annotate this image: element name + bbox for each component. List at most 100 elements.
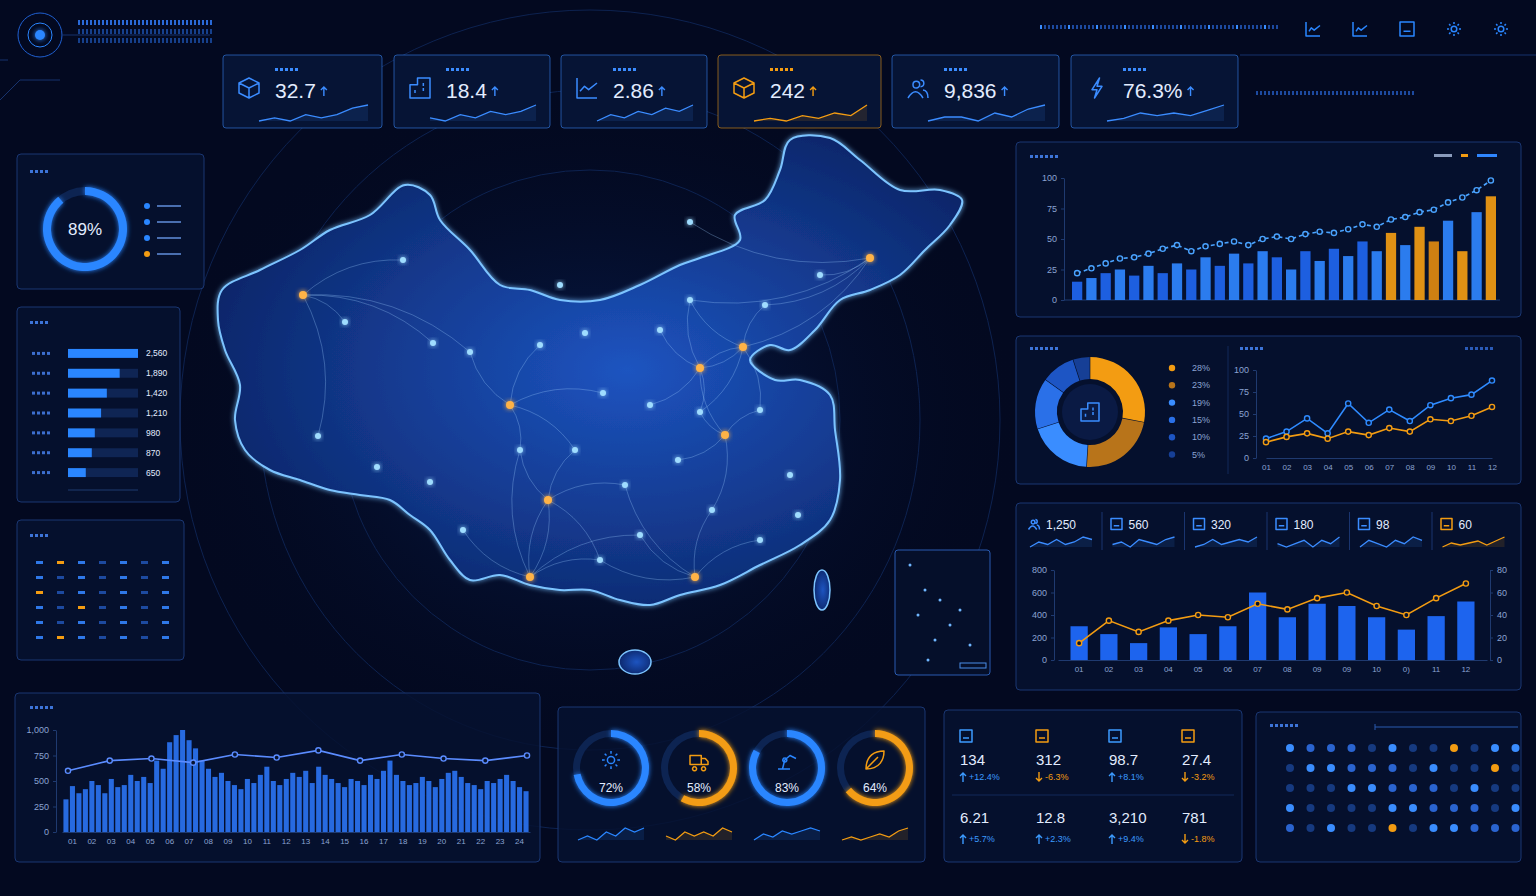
deco-dot bbox=[1409, 744, 1417, 752]
title-mark bbox=[40, 706, 43, 709]
deco-tick bbox=[94, 29, 96, 34]
map-link bbox=[520, 450, 548, 500]
plot bbox=[1072, 178, 1496, 300]
map-node bbox=[757, 537, 763, 543]
bar bbox=[1072, 282, 1082, 300]
deco-dot bbox=[1512, 824, 1520, 832]
map-node bbox=[687, 219, 693, 225]
gauge-arc bbox=[846, 730, 913, 806]
deco-tick bbox=[78, 29, 80, 34]
sparkline bbox=[1113, 537, 1175, 547]
deco-tick bbox=[190, 20, 192, 25]
tick-label: 05 bbox=[1344, 463, 1353, 472]
deco-tick bbox=[1360, 91, 1362, 95]
tick: 02 bbox=[1104, 660, 1113, 674]
map-link bbox=[512, 450, 530, 577]
gauge-track bbox=[749, 730, 825, 806]
row-mark bbox=[42, 392, 45, 395]
legend-swatch bbox=[1169, 434, 1175, 440]
row-mark bbox=[47, 451, 50, 454]
divider bbox=[1184, 512, 1185, 550]
tick: 40 bbox=[1490, 610, 1507, 620]
icon bbox=[1109, 730, 1121, 742]
row-mark bbox=[47, 372, 50, 375]
marker bbox=[232, 752, 237, 757]
tick: 800 bbox=[1032, 565, 1054, 575]
deco-tick bbox=[202, 38, 204, 43]
axis-line bbox=[56, 731, 57, 833]
bar bbox=[167, 742, 172, 832]
icon-shape bbox=[1447, 22, 1461, 36]
tick-label: 75 bbox=[1239, 387, 1249, 397]
tick-label: 400 bbox=[1032, 610, 1047, 620]
legend-swatch bbox=[1169, 399, 1175, 405]
metric: 560 bbox=[1111, 512, 1185, 550]
tick: 750 bbox=[34, 751, 56, 761]
bar bbox=[264, 767, 269, 832]
deco-dot bbox=[1307, 804, 1315, 812]
deco-tick bbox=[1092, 25, 1094, 29]
deco-dot bbox=[1348, 784, 1356, 792]
map-node bbox=[572, 447, 578, 453]
title-mark bbox=[1030, 347, 1033, 350]
deco-tick bbox=[162, 29, 164, 34]
title-mark bbox=[280, 68, 283, 71]
deco-tick bbox=[170, 38, 172, 43]
legend-label: 15% bbox=[1192, 415, 1210, 425]
deco-cell bbox=[36, 591, 43, 594]
deco-tick bbox=[1372, 91, 1374, 95]
bar bbox=[1300, 251, 1310, 300]
map-node bbox=[817, 272, 823, 278]
title-mark bbox=[35, 170, 38, 173]
bar bbox=[349, 779, 354, 832]
bar bbox=[1368, 617, 1385, 660]
tick-label: 200 bbox=[1032, 633, 1047, 643]
deco-tick bbox=[146, 38, 148, 43]
deco-tick bbox=[150, 38, 152, 43]
bar bbox=[154, 761, 159, 832]
deco-tick bbox=[1388, 91, 1390, 95]
icon bbox=[960, 730, 972, 742]
sparkline-area bbox=[754, 828, 820, 840]
deco-cell bbox=[78, 621, 85, 624]
map-node bbox=[675, 457, 681, 463]
deco-dot bbox=[1389, 744, 1397, 752]
marker bbox=[1315, 596, 1320, 601]
deco-tick bbox=[1284, 91, 1286, 95]
tick: 24 bbox=[515, 832, 524, 846]
sparkline-area bbox=[754, 105, 867, 121]
bar bbox=[1386, 233, 1396, 300]
deco-tick bbox=[198, 29, 200, 34]
panel-frame bbox=[1016, 503, 1521, 690]
title-mark bbox=[1275, 724, 1278, 727]
title-mark bbox=[1260, 347, 1263, 350]
deco-tick bbox=[190, 29, 192, 34]
deco-cell bbox=[162, 606, 169, 609]
deco-dot bbox=[1389, 784, 1397, 792]
marker bbox=[274, 755, 279, 760]
bar bbox=[368, 775, 373, 832]
gauge-panel: 72%58%83%64% bbox=[558, 707, 925, 862]
deco-tick bbox=[1384, 91, 1386, 95]
bar bbox=[323, 775, 328, 832]
bar bbox=[1189, 634, 1206, 660]
deco-tick bbox=[1272, 91, 1274, 95]
deco-line bbox=[157, 237, 181, 239]
deco-tick bbox=[1140, 25, 1142, 29]
legend-label: 28% bbox=[1192, 363, 1210, 373]
marker bbox=[1431, 207, 1436, 212]
value-track bbox=[68, 468, 138, 477]
deco-legend bbox=[1477, 154, 1497, 157]
tick-label: 09 bbox=[1342, 665, 1351, 674]
deco-tick bbox=[162, 20, 164, 25]
legend-label: 23% bbox=[1192, 380, 1210, 390]
deco-tick bbox=[1180, 25, 1182, 29]
bar bbox=[161, 769, 166, 832]
map-hub bbox=[544, 496, 552, 504]
kpi-value: 76.3% bbox=[1123, 79, 1183, 102]
tick-label: 09 bbox=[1313, 665, 1322, 674]
deco-dot bbox=[1327, 764, 1335, 772]
sparkline bbox=[430, 105, 536, 121]
divider bbox=[1349, 512, 1350, 550]
bar bbox=[68, 468, 86, 477]
